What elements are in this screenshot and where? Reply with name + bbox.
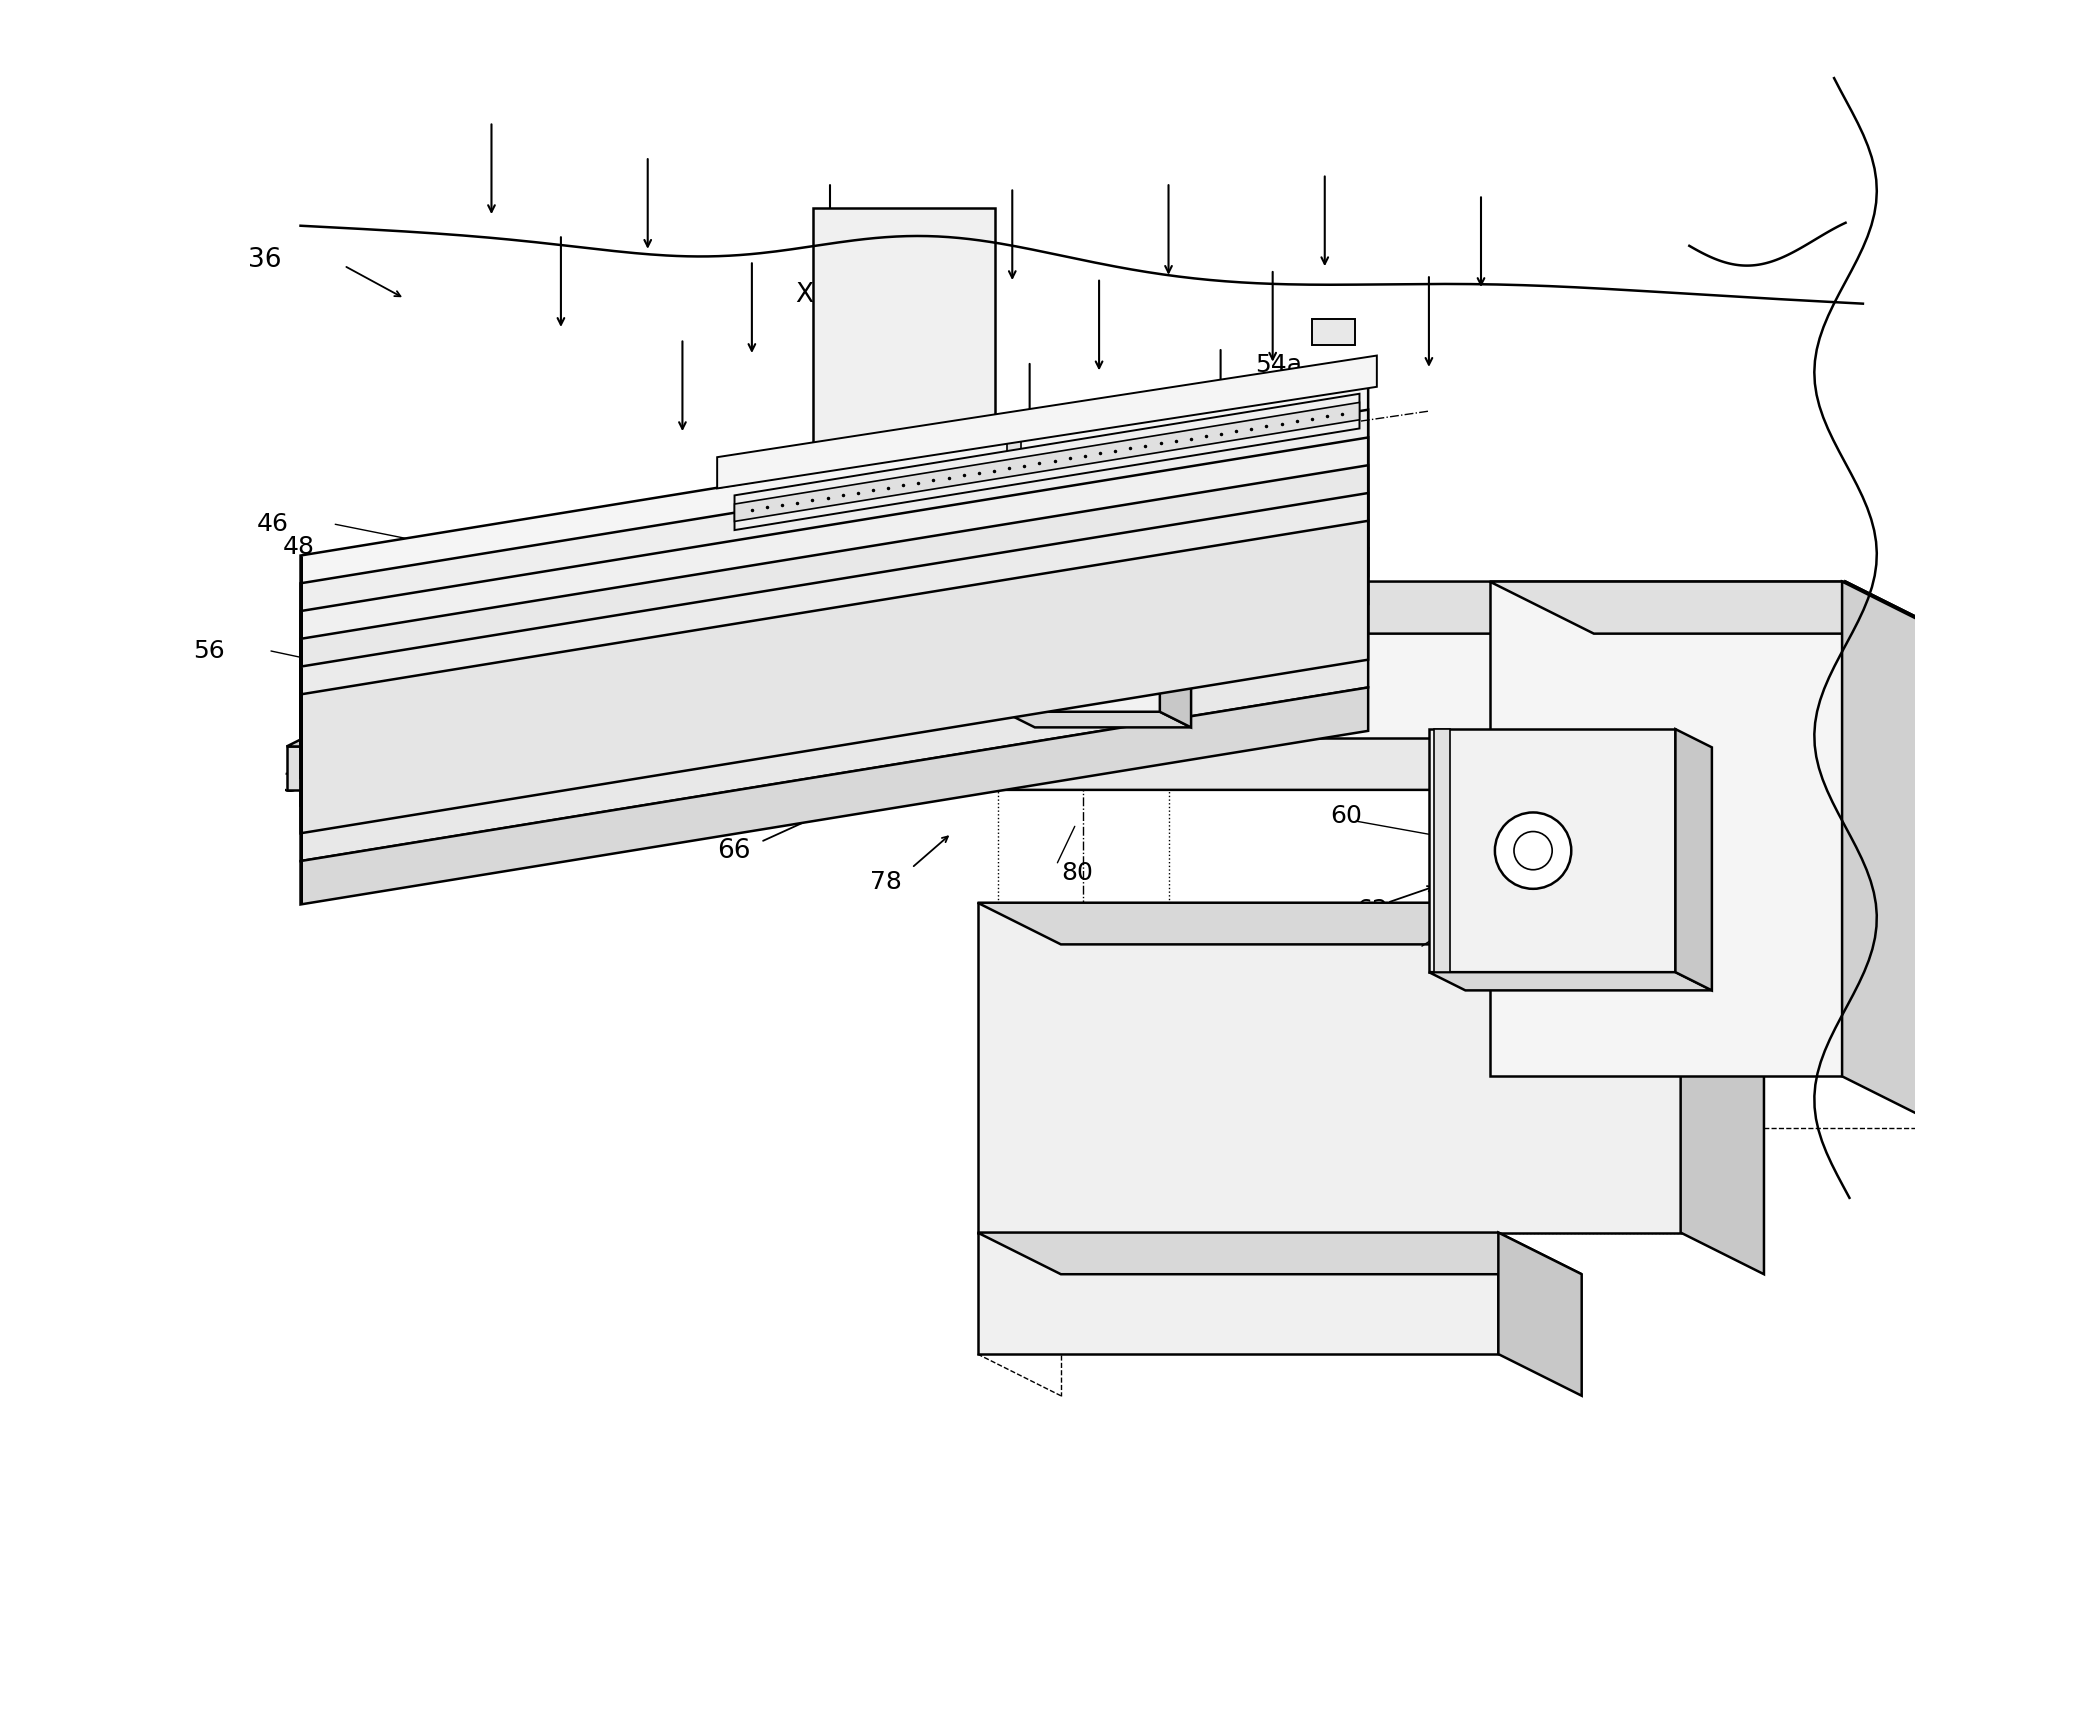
Polygon shape bbox=[735, 394, 1359, 529]
Polygon shape bbox=[978, 903, 1763, 944]
Text: 54a: 54a bbox=[1022, 431, 1068, 455]
Text: Y: Y bbox=[396, 634, 413, 658]
Polygon shape bbox=[735, 403, 1359, 521]
Circle shape bbox=[1514, 832, 1552, 870]
Polygon shape bbox=[1003, 417, 1160, 712]
Polygon shape bbox=[287, 746, 379, 790]
Text: X: X bbox=[796, 283, 812, 307]
Polygon shape bbox=[716, 356, 1378, 488]
Polygon shape bbox=[302, 465, 1367, 778]
Text: 56: 56 bbox=[193, 639, 224, 663]
Text: 62: 62 bbox=[961, 764, 993, 788]
Circle shape bbox=[1034, 542, 1112, 618]
Text: 66: 66 bbox=[716, 838, 750, 863]
Polygon shape bbox=[812, 208, 995, 738]
Polygon shape bbox=[1003, 712, 1191, 727]
Polygon shape bbox=[1843, 582, 1945, 1128]
Polygon shape bbox=[808, 582, 1950, 634]
Text: 38: 38 bbox=[283, 773, 316, 797]
Polygon shape bbox=[302, 549, 1367, 861]
Circle shape bbox=[1495, 812, 1570, 889]
Circle shape bbox=[1053, 561, 1093, 597]
Polygon shape bbox=[808, 582, 1845, 738]
Text: 50: 50 bbox=[314, 557, 346, 582]
Text: 46: 46 bbox=[258, 512, 289, 536]
Text: 60: 60 bbox=[951, 651, 984, 675]
Polygon shape bbox=[302, 437, 1367, 750]
Polygon shape bbox=[978, 1233, 1499, 1354]
Polygon shape bbox=[302, 687, 1367, 904]
Text: 48: 48 bbox=[283, 535, 316, 559]
Text: 78: 78 bbox=[869, 870, 903, 894]
Polygon shape bbox=[1007, 417, 1022, 712]
Polygon shape bbox=[812, 738, 1047, 764]
Text: 64: 64 bbox=[1307, 1293, 1340, 1318]
Polygon shape bbox=[978, 903, 1681, 1233]
Text: 52: 52 bbox=[343, 578, 375, 602]
Polygon shape bbox=[1160, 417, 1191, 727]
Polygon shape bbox=[1489, 582, 1843, 1076]
Polygon shape bbox=[379, 736, 400, 790]
Text: 80: 80 bbox=[1426, 946, 1457, 970]
Polygon shape bbox=[1681, 903, 1763, 1274]
Polygon shape bbox=[1675, 729, 1713, 990]
Text: 44: 44 bbox=[318, 670, 350, 694]
Polygon shape bbox=[1311, 319, 1355, 345]
Polygon shape bbox=[302, 410, 1367, 722]
Polygon shape bbox=[1428, 972, 1713, 990]
Polygon shape bbox=[1845, 582, 1950, 790]
Text: 66a: 66a bbox=[836, 665, 882, 689]
Polygon shape bbox=[302, 521, 1367, 833]
Text: 54a: 54a bbox=[1254, 352, 1302, 377]
Text: 54: 54 bbox=[373, 604, 404, 628]
Polygon shape bbox=[1499, 1233, 1581, 1396]
Text: 80: 80 bbox=[1062, 861, 1093, 885]
Polygon shape bbox=[1434, 729, 1449, 972]
Text: 36: 36 bbox=[249, 248, 283, 273]
Polygon shape bbox=[287, 736, 400, 746]
Polygon shape bbox=[1489, 582, 1945, 634]
Polygon shape bbox=[978, 1233, 1581, 1274]
Polygon shape bbox=[302, 493, 1367, 806]
Text: 62: 62 bbox=[1357, 898, 1388, 922]
Polygon shape bbox=[302, 382, 1367, 694]
Polygon shape bbox=[808, 738, 1950, 790]
Text: 60: 60 bbox=[1330, 804, 1361, 828]
Polygon shape bbox=[1428, 729, 1675, 972]
